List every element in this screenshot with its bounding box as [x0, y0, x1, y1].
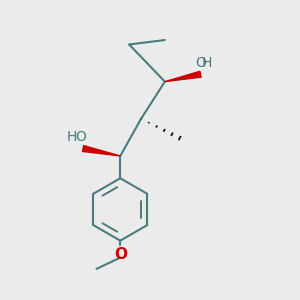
Text: H: H: [202, 56, 212, 70]
Text: H: H: [67, 130, 77, 144]
Text: O: O: [76, 130, 87, 144]
Polygon shape: [82, 146, 120, 156]
Text: O: O: [195, 56, 206, 70]
Polygon shape: [165, 71, 201, 82]
Text: O: O: [114, 247, 127, 262]
